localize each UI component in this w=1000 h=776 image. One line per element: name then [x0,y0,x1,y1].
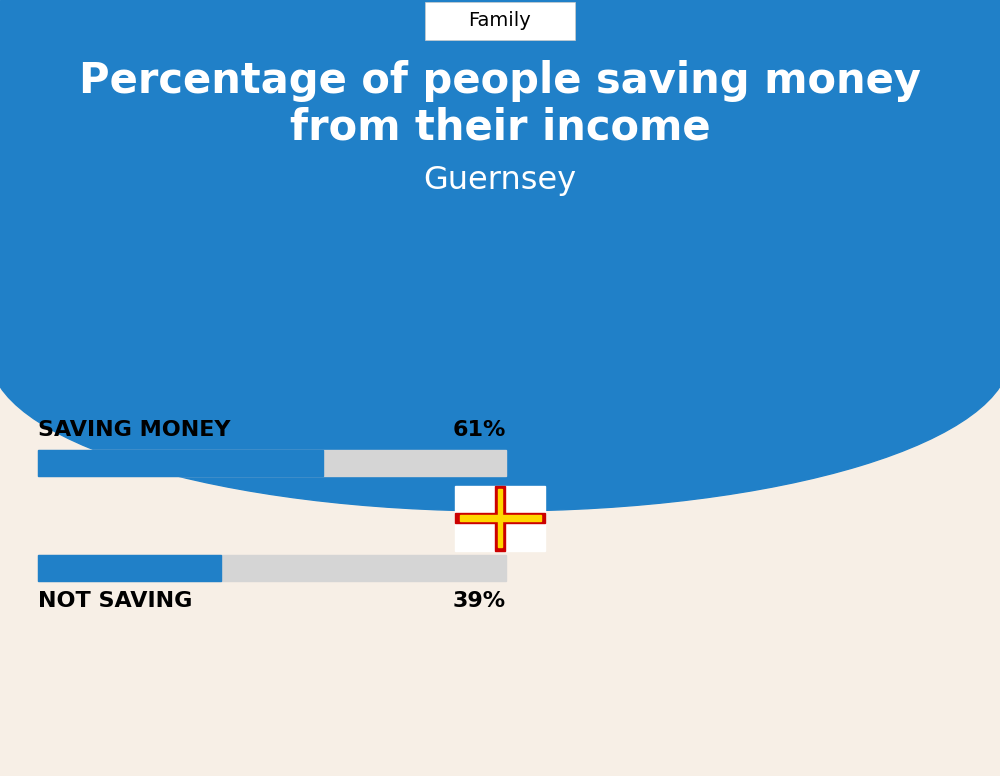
Text: 61%: 61% [453,420,506,440]
Bar [38,450,506,476]
Bar [498,489,502,547]
Bar [38,450,323,476]
Text: Family: Family [469,12,531,30]
Bar [38,555,506,581]
Bar [0,0,1000,356]
Text: 39%: 39% [453,591,506,611]
Text: from their income: from their income [290,107,710,149]
Text: NOT SAVING: NOT SAVING [38,591,192,611]
Bar [38,555,221,581]
Bar [455,486,545,550]
Bar [495,486,505,550]
Bar [455,513,545,523]
Text: Guernsey: Guernsey [423,165,577,196]
Bar [455,486,545,550]
Bar [460,515,540,521]
Ellipse shape [0,201,1000,511]
Text: Percentage of people saving money: Percentage of people saving money [79,60,921,102]
FancyBboxPatch shape [425,2,575,40]
Text: SAVING MONEY: SAVING MONEY [38,420,230,440]
